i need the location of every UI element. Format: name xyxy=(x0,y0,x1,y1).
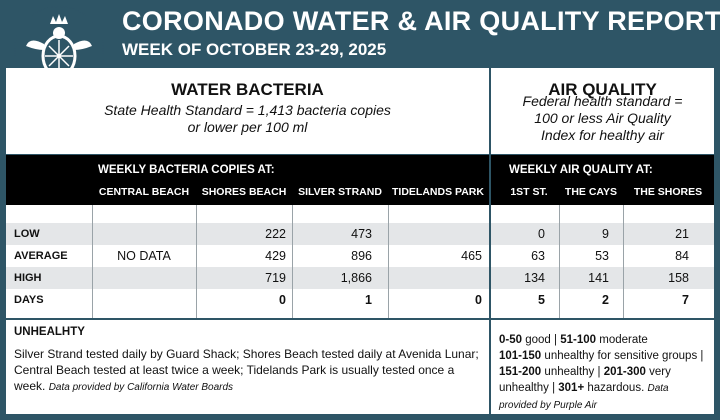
table-cell: 84 xyxy=(675,249,689,263)
table-cell: 21 xyxy=(675,227,689,241)
water-table: LOW 222 473 AVERAGE NO DATA 429 896 465 … xyxy=(6,205,489,318)
aqi-range: 0-50 xyxy=(499,334,523,346)
table-cell: 473 xyxy=(351,227,372,241)
air-band-title: WEEKLY AIR QUALITY AT: xyxy=(509,164,653,176)
table-cell: 2 xyxy=(602,293,609,307)
column-divider xyxy=(388,205,389,318)
water-section-header: WATER BACTERIA State Health Standard = 1… xyxy=(6,68,489,154)
aqi-scale: 0-50 good | 51-100 moderate 101-150 unhe… xyxy=(499,334,704,411)
water-notes-body: Silver Strand tested daily by Guard Shac… xyxy=(14,347,479,393)
aqi-label: hazardous. xyxy=(587,382,645,394)
column-divider xyxy=(623,205,624,318)
aqi-range: 51-100 xyxy=(560,334,597,346)
table-row: LOW 222 473 xyxy=(6,223,489,245)
table-cell: 0 xyxy=(475,293,482,307)
col-tidelands-park: TIDELANDS PARK xyxy=(392,186,484,198)
aqi-label: good xyxy=(525,334,551,346)
table-row: 134 141 158 xyxy=(491,267,714,289)
water-credit: Data provided by California Water Boards xyxy=(48,382,234,393)
table-cell: 896 xyxy=(351,249,372,263)
page-title: CORONADO WATER & AIR QUALITY REPORT xyxy=(122,6,720,36)
air-section-header: AIR QUALITY Federal health standard = 10… xyxy=(491,68,714,154)
col-shores-beach: SHORES BEACH xyxy=(201,186,287,198)
column-divider xyxy=(559,205,560,318)
aqi-range: 151-200 xyxy=(499,366,542,378)
table-cell: 429 xyxy=(265,249,286,263)
unhealthy-title: UNHEALHTY xyxy=(14,326,85,338)
col-silver-strand: SILVER STRAND xyxy=(298,186,382,198)
col-the-shores: THE SHORES xyxy=(633,186,703,198)
water-notes-text: Silver Strand tested daily by Guard Shac… xyxy=(14,346,482,396)
table-cell: 0 xyxy=(279,293,286,307)
air-table-header: WEEKLY AIR QUALITY AT: 1ST ST. THE CAYS … xyxy=(491,155,714,205)
table-cell: 63 xyxy=(531,249,545,263)
table-cell: 5 xyxy=(538,293,545,307)
water-table-header: WEEKLY BACTERIA COPIES AT: CENTRAL BEACH… xyxy=(6,155,489,205)
table-cell: 0 xyxy=(538,227,545,241)
table-cell: 222 xyxy=(265,227,286,241)
aqi-label: unhealthy for sensitive groups xyxy=(544,350,698,362)
aqi-range: 301+ xyxy=(558,382,585,394)
table-row: DAYS 0 1 0 xyxy=(6,289,489,311)
table-row: 0 9 21 xyxy=(491,223,714,245)
air-table: 0 9 21 63 53 84 134 141 158 5 2 7 xyxy=(491,205,714,318)
row-label-days: DAYS xyxy=(14,294,44,306)
air-credit: Data provided by Purple Air xyxy=(499,383,669,411)
table-cell: 158 xyxy=(668,271,689,285)
report-header: CORONADO WATER & AIR QUALITY REPORT WEEK… xyxy=(0,0,720,96)
col-1st-st: 1ST ST. xyxy=(510,186,548,198)
water-standard-line-2: or lower per 100 ml xyxy=(187,119,308,135)
air-standard-line-2: 100 or less Air Quality xyxy=(534,110,671,126)
table-cell: 7 xyxy=(682,293,689,307)
air-standard-line-3: Index for healthy air xyxy=(541,127,664,143)
table-cell: 9 xyxy=(602,227,609,241)
water-title: WATER BACTERIA xyxy=(171,80,324,99)
col-the-cays: THE CAYS xyxy=(564,186,618,198)
aqi-range: 101-150 xyxy=(499,350,542,362)
column-divider xyxy=(92,205,93,318)
table-row: HIGH 719 1,866 xyxy=(6,267,489,289)
aqi-label: unhealthy xyxy=(544,366,595,378)
row-label-average: AVERAGE xyxy=(14,250,68,262)
table-row: 63 53 84 xyxy=(491,245,714,267)
table-cell: 465 xyxy=(461,249,482,263)
aqi-label: moderate xyxy=(599,334,648,346)
row-label-low: LOW xyxy=(14,228,40,240)
column-divider xyxy=(196,205,197,318)
col-central-beach: CENTRAL BEACH xyxy=(98,186,190,198)
air-title: AIR QUALITY xyxy=(548,80,657,99)
table-cell: 1,866 xyxy=(340,271,372,285)
table-cell: NO DATA xyxy=(117,249,171,263)
aqi-label: very unhealthy xyxy=(499,366,671,394)
table-cell: 134 xyxy=(524,271,545,285)
table-row: AVERAGE NO DATA 429 896 465 xyxy=(6,245,489,267)
table-row: 5 2 7 xyxy=(491,289,714,311)
row-label-high: HIGH xyxy=(14,272,42,284)
air-standard-line-1: Federal health standard = xyxy=(522,93,683,109)
table-cell: 719 xyxy=(265,271,286,285)
air-scale-notes: 0-50 good | 51-100 moderate 101-150 unhe… xyxy=(491,320,714,414)
water-standard-line-1: State Health Standard = 1,413 bacteria c… xyxy=(104,102,391,118)
table-cell: 141 xyxy=(588,271,609,285)
column-divider xyxy=(292,205,293,318)
aqi-range: 201-300 xyxy=(603,366,646,378)
water-notes: UNHEALHTY Silver Strand tested daily by … xyxy=(6,320,489,414)
table-cell: 53 xyxy=(595,249,609,263)
table-cell: 1 xyxy=(365,293,372,307)
report-week: WEEK OF OCTOBER 23-29, 2025 xyxy=(122,40,387,59)
water-band-title: WEEKLY BACTERIA COPIES AT: xyxy=(98,164,275,176)
